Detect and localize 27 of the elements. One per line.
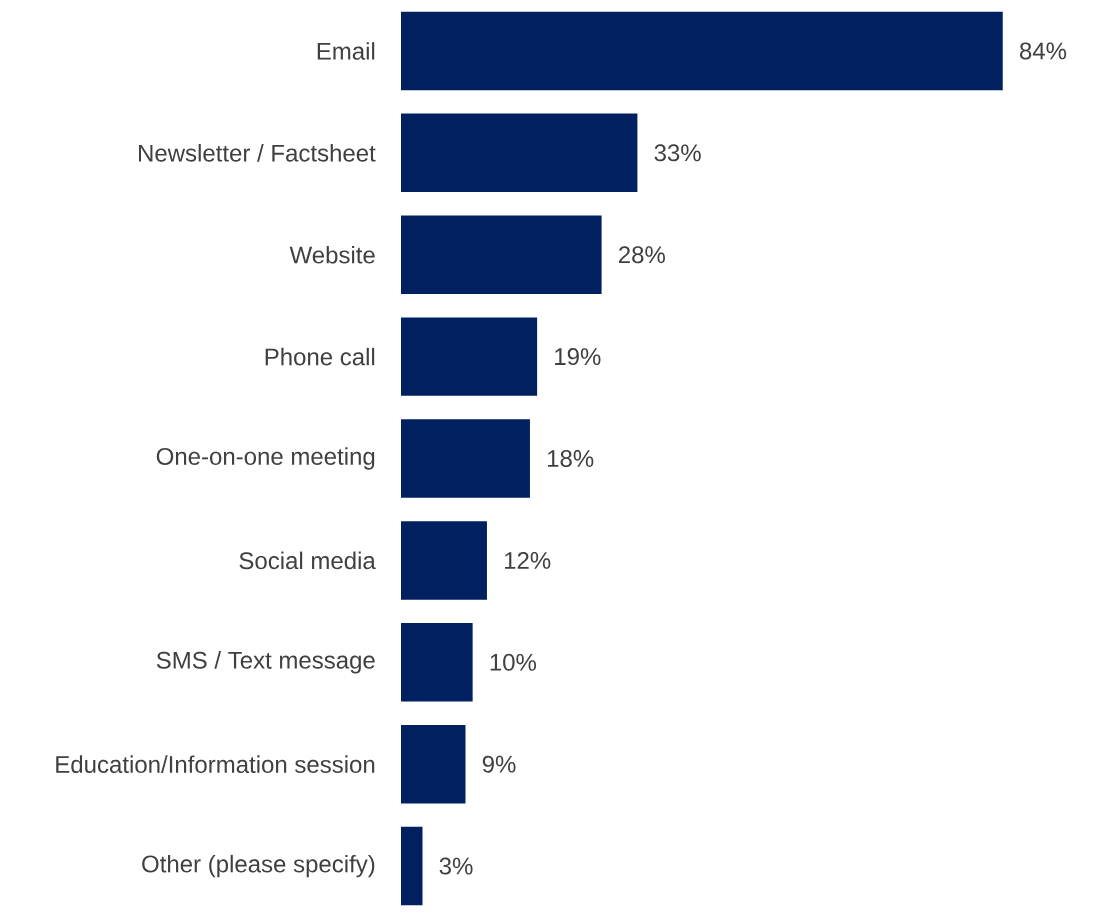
y-tick-label: Website xyxy=(289,245,375,264)
bar xyxy=(401,11,1003,91)
y-tick-label: Social media xyxy=(239,551,376,570)
bar xyxy=(401,826,423,906)
data-label: 9% xyxy=(482,755,516,773)
data-label: 84% xyxy=(1019,42,1067,60)
y-tick-label: Newsletter / Factsheet xyxy=(139,144,376,162)
bar xyxy=(401,317,538,396)
y-tick-label: Education/Information session xyxy=(56,755,375,773)
bar xyxy=(401,724,466,804)
bar xyxy=(401,521,487,600)
data-label: 28% xyxy=(618,246,665,264)
data-label: 19% xyxy=(555,348,601,366)
data-label: 10% xyxy=(490,653,537,671)
y-tick-label: SMS / Text message xyxy=(156,651,375,674)
data-label: 12% xyxy=(504,551,551,569)
bar xyxy=(401,215,602,294)
data-label: 18% xyxy=(547,450,594,467)
y-tick-label: Email xyxy=(317,42,375,60)
data-label: 3% xyxy=(439,857,473,875)
y-tick-label: One-on-one meeting xyxy=(156,447,375,470)
bar xyxy=(401,113,638,193)
bar xyxy=(401,419,530,498)
y-tick-label: Phone call xyxy=(265,347,375,366)
bar xyxy=(401,623,473,702)
y-tick-label: Other (please specify) xyxy=(142,854,375,878)
data-label: 33% xyxy=(654,144,701,162)
